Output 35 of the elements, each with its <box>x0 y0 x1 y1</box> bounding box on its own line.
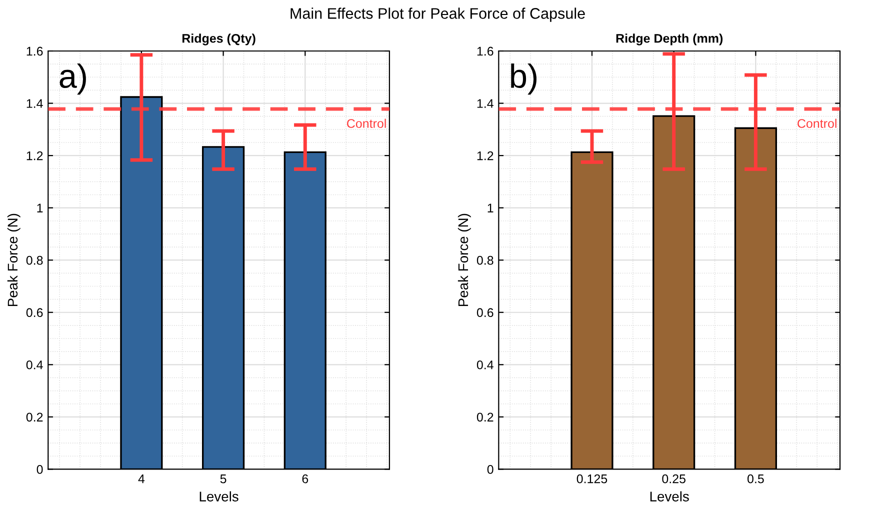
y-tick-label: 0.2 <box>26 412 43 422</box>
y-axis-title: Peak Force (N) <box>458 214 471 306</box>
x-tick-label: 0.25 <box>662 474 686 484</box>
y-axis-title: Peak Force (N) <box>7 214 20 306</box>
y-tick-label: 0.8 <box>476 256 494 265</box>
x-axis-title: Levels <box>650 491 689 502</box>
chart-title: Ridge Depth (mm) <box>616 34 723 46</box>
y-tick-label: 0.4 <box>476 360 494 370</box>
y-tick-label: 1 <box>37 204 43 212</box>
y-tick-label: 0.2 <box>476 412 494 422</box>
annotation: b) <box>511 64 536 95</box>
x-tick-label: 6 <box>302 474 308 484</box>
ref-line-label: Control <box>347 118 386 128</box>
x-axis-title: Levels <box>200 491 238 502</box>
x-tick-label: 5 <box>220 474 226 484</box>
y-tick-label: 1.6 <box>26 46 43 56</box>
y-tick-label: 0.4 <box>26 360 43 370</box>
y-tick-label: 1.2 <box>477 151 494 160</box>
y-tick-label: 0 <box>36 465 43 474</box>
y-tick-label: 1.4 <box>477 99 494 108</box>
chart-title: Ridges (Qty) <box>182 34 256 46</box>
y-tick-label: 0 <box>487 465 494 474</box>
y-tick-label: 0.6 <box>26 308 43 318</box>
text: Main Effects Plot for Peak Force of Capsule <box>290 8 585 22</box>
y-tick-label: 0.6 <box>476 308 494 318</box>
annotation: a) <box>60 64 86 95</box>
y-tick-label: 1.6 <box>477 46 494 56</box>
x-tick-label: 0.125 <box>576 474 608 484</box>
x-tick-label: 4 <box>138 474 145 484</box>
y-tick-label: 0.8 <box>26 256 43 265</box>
y-tick-label: 1.4 <box>26 99 43 108</box>
x-tick-label: 0.5 <box>747 474 764 484</box>
y-tick-label: 1 <box>488 204 494 212</box>
y-tick-label: 1.2 <box>26 151 43 160</box>
ref-line-label: Control <box>798 118 836 128</box>
